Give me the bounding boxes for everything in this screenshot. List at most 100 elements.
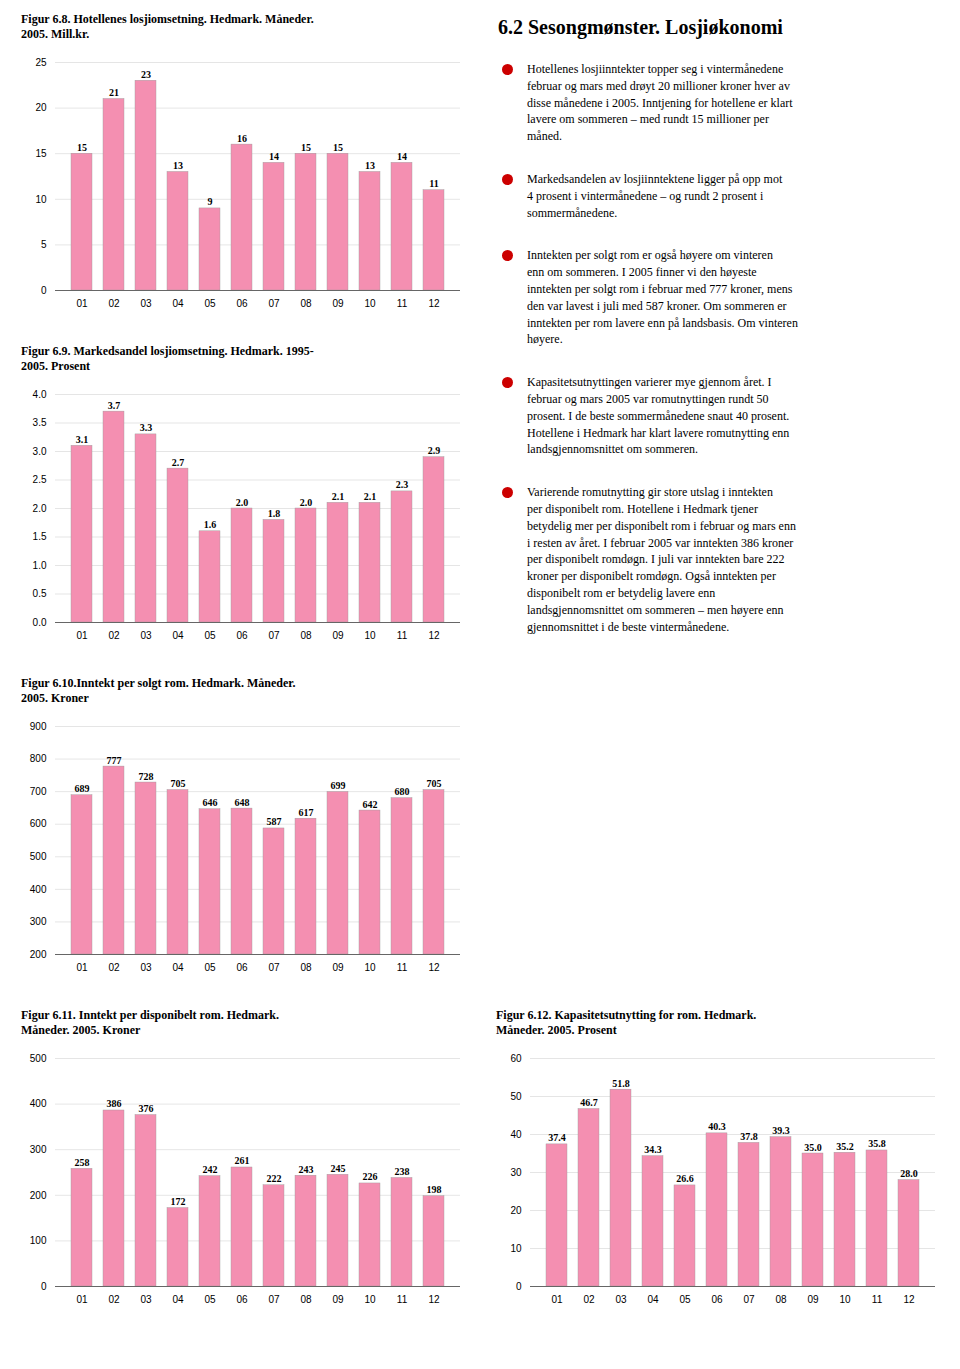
svg-text:9: 9 bbox=[208, 196, 213, 207]
svg-text:01: 01 bbox=[76, 630, 88, 641]
svg-text:3.5: 3.5 bbox=[33, 417, 47, 428]
svg-text:800: 800 bbox=[30, 753, 47, 764]
svg-text:0: 0 bbox=[41, 285, 47, 296]
svg-text:01: 01 bbox=[76, 298, 88, 309]
svg-text:02: 02 bbox=[108, 630, 120, 641]
svg-text:06: 06 bbox=[236, 630, 248, 641]
svg-text:11: 11 bbox=[429, 178, 438, 189]
svg-text:198: 198 bbox=[427, 1184, 442, 1195]
svg-text:20: 20 bbox=[35, 102, 47, 113]
svg-text:245: 245 bbox=[331, 1163, 346, 1174]
svg-text:07: 07 bbox=[268, 1294, 280, 1305]
svg-text:03: 03 bbox=[140, 1294, 152, 1305]
svg-text:35.8: 35.8 bbox=[868, 1138, 886, 1149]
svg-text:02: 02 bbox=[108, 1294, 120, 1305]
svg-text:11: 11 bbox=[872, 1294, 883, 1305]
svg-text:500: 500 bbox=[30, 851, 47, 862]
svg-text:1.5: 1.5 bbox=[33, 531, 47, 542]
svg-text:2.9: 2.9 bbox=[428, 445, 441, 456]
svg-text:200: 200 bbox=[30, 1190, 47, 1201]
svg-text:06: 06 bbox=[711, 1294, 723, 1305]
svg-text:10: 10 bbox=[35, 194, 47, 205]
svg-text:2.1: 2.1 bbox=[332, 491, 345, 502]
svg-text:12: 12 bbox=[428, 298, 440, 309]
svg-text:728: 728 bbox=[139, 771, 154, 782]
svg-text:238: 238 bbox=[395, 1166, 410, 1177]
svg-text:02: 02 bbox=[583, 1294, 595, 1305]
svg-text:25: 25 bbox=[35, 57, 47, 68]
svg-text:2.1: 2.1 bbox=[364, 491, 377, 502]
svg-text:09: 09 bbox=[332, 1294, 344, 1305]
svg-text:10: 10 bbox=[364, 962, 376, 973]
svg-text:0.5: 0.5 bbox=[33, 588, 47, 599]
svg-text:30: 30 bbox=[510, 1167, 522, 1178]
svg-text:10: 10 bbox=[364, 1294, 376, 1305]
svg-text:10: 10 bbox=[510, 1243, 522, 1254]
svg-text:705: 705 bbox=[427, 778, 442, 789]
svg-text:03: 03 bbox=[615, 1294, 627, 1305]
svg-text:4.0: 4.0 bbox=[33, 389, 47, 400]
svg-text:09: 09 bbox=[807, 1294, 819, 1305]
svg-text:51.8: 51.8 bbox=[612, 1078, 630, 1089]
svg-text:11: 11 bbox=[397, 1294, 408, 1305]
svg-text:386: 386 bbox=[107, 1098, 122, 1109]
svg-text:14: 14 bbox=[269, 151, 279, 162]
svg-text:09: 09 bbox=[332, 298, 344, 309]
svg-text:376: 376 bbox=[139, 1103, 154, 1114]
svg-text:08: 08 bbox=[300, 298, 312, 309]
svg-text:37.8: 37.8 bbox=[740, 1131, 758, 1142]
svg-text:01: 01 bbox=[551, 1294, 563, 1305]
svg-text:07: 07 bbox=[743, 1294, 755, 1305]
svg-text:500: 500 bbox=[30, 1053, 47, 1064]
svg-text:617: 617 bbox=[299, 807, 314, 818]
svg-text:2.0: 2.0 bbox=[33, 503, 47, 514]
svg-text:200: 200 bbox=[30, 949, 47, 960]
svg-text:34.3: 34.3 bbox=[644, 1144, 662, 1155]
svg-text:648: 648 bbox=[235, 797, 250, 808]
svg-text:21: 21 bbox=[109, 87, 119, 98]
svg-text:01: 01 bbox=[76, 962, 88, 973]
svg-text:05: 05 bbox=[204, 630, 216, 641]
svg-text:04: 04 bbox=[172, 1294, 184, 1305]
svg-text:2.7: 2.7 bbox=[172, 457, 185, 468]
svg-text:05: 05 bbox=[204, 298, 216, 309]
svg-text:12: 12 bbox=[428, 962, 440, 973]
svg-text:06: 06 bbox=[236, 962, 248, 973]
svg-text:23: 23 bbox=[141, 69, 151, 80]
svg-text:242: 242 bbox=[203, 1164, 218, 1175]
svg-text:16: 16 bbox=[237, 133, 247, 144]
svg-text:39.3: 39.3 bbox=[772, 1125, 790, 1136]
svg-text:705: 705 bbox=[171, 778, 186, 789]
svg-text:300: 300 bbox=[30, 1144, 47, 1155]
svg-text:15: 15 bbox=[35, 148, 47, 159]
svg-text:3.0: 3.0 bbox=[33, 446, 47, 457]
svg-text:20: 20 bbox=[510, 1205, 522, 1216]
svg-text:700: 700 bbox=[30, 786, 47, 797]
svg-text:60: 60 bbox=[510, 1053, 522, 1064]
svg-text:07: 07 bbox=[268, 962, 280, 973]
svg-text:09: 09 bbox=[332, 962, 344, 973]
svg-text:12: 12 bbox=[428, 630, 440, 641]
svg-text:0: 0 bbox=[41, 1281, 47, 1292]
svg-text:0.0: 0.0 bbox=[33, 617, 47, 628]
svg-text:08: 08 bbox=[300, 962, 312, 973]
svg-text:10: 10 bbox=[839, 1294, 851, 1305]
svg-text:400: 400 bbox=[30, 884, 47, 895]
svg-text:40: 40 bbox=[510, 1129, 522, 1140]
svg-text:01: 01 bbox=[76, 1294, 88, 1305]
svg-text:26.6: 26.6 bbox=[676, 1173, 694, 1184]
svg-text:12: 12 bbox=[903, 1294, 915, 1305]
svg-text:11: 11 bbox=[397, 298, 408, 309]
svg-text:37.4: 37.4 bbox=[548, 1132, 566, 1143]
svg-text:04: 04 bbox=[172, 962, 184, 973]
svg-text:15: 15 bbox=[333, 142, 343, 153]
svg-text:08: 08 bbox=[775, 1294, 787, 1305]
svg-text:226: 226 bbox=[363, 1171, 378, 1182]
svg-text:03: 03 bbox=[140, 630, 152, 641]
svg-text:02: 02 bbox=[108, 962, 120, 973]
svg-text:15: 15 bbox=[301, 142, 311, 153]
svg-text:172: 172 bbox=[171, 1196, 186, 1207]
svg-text:300: 300 bbox=[30, 916, 47, 927]
svg-text:0: 0 bbox=[516, 1281, 522, 1292]
svg-text:05: 05 bbox=[204, 1294, 216, 1305]
